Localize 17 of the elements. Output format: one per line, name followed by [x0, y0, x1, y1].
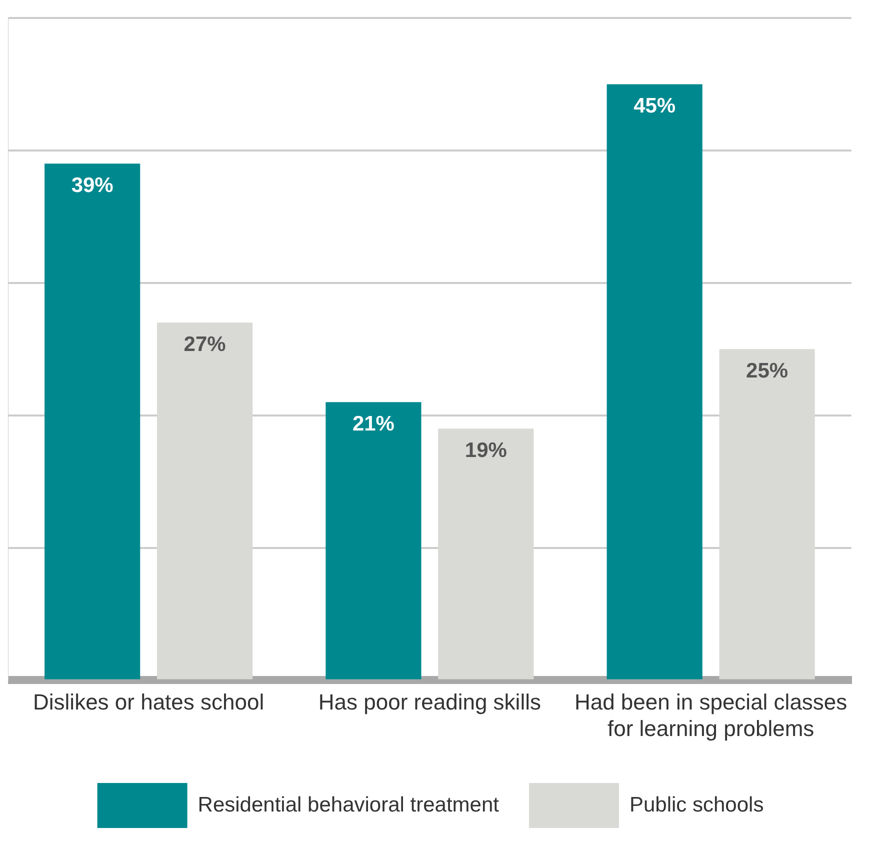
bar — [326, 402, 422, 680]
data-label: 27% — [184, 332, 226, 356]
x-tick-label: Dislikes or hates school — [33, 689, 264, 714]
data-label: 25% — [746, 359, 788, 382]
bar — [606, 84, 702, 680]
data-label: 21% — [352, 412, 395, 436]
bar — [44, 164, 140, 680]
data-label: 45% — [634, 94, 676, 118]
bar — [719, 349, 815, 680]
bar — [156, 322, 253, 680]
x-tick-label: Had been in special classes for learning problems — [574, 689, 848, 741]
x-tick-label: Has poor reading skills — [318, 689, 541, 714]
data-label: 39% — [71, 174, 114, 197]
legend-label: Public schools — [629, 793, 764, 816]
legend-label: Residential behavioral treatment — [198, 793, 500, 816]
data-label: 19% — [464, 438, 508, 462]
bar — [438, 428, 534, 680]
